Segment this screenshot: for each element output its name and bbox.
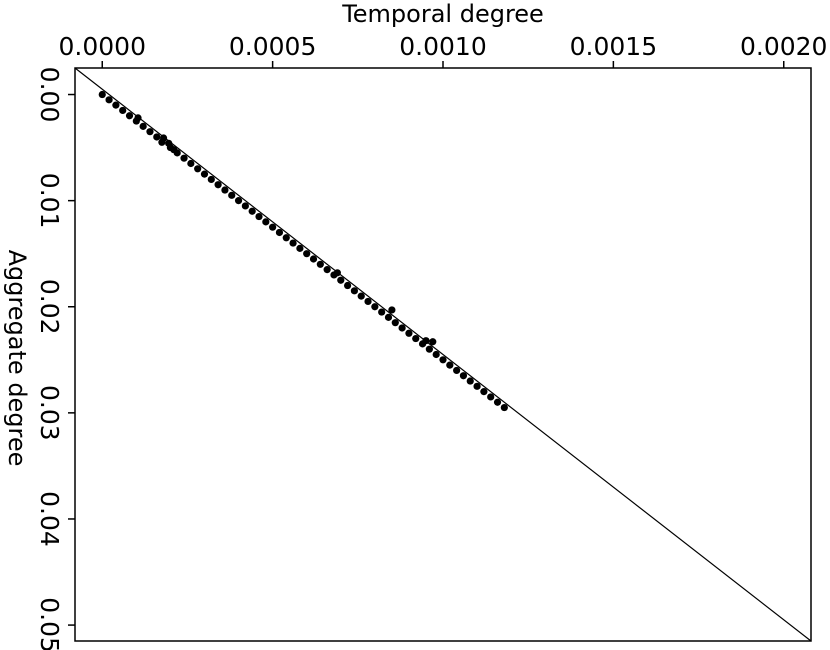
y-axis: 0.00 0.01 0.02 0.03 0.04 0.05 [35, 67, 75, 650]
data-point [378, 308, 386, 316]
x-tick-label: 0.0005 [229, 32, 316, 61]
data-point [323, 266, 331, 274]
data-point [146, 128, 154, 136]
data-point [487, 393, 495, 401]
data-point [221, 186, 229, 194]
data-point [241, 202, 249, 210]
data-point [275, 228, 284, 237]
data-point [309, 255, 318, 263]
data-point [316, 260, 324, 268]
data-point [391, 319, 399, 327]
data-point [194, 165, 202, 173]
data-point [282, 234, 290, 242]
x-tick-label: 0.0000 [59, 32, 146, 61]
data-point [459, 372, 468, 380]
data-point [269, 223, 277, 231]
data-point [139, 122, 147, 130]
data-points [98, 90, 508, 412]
y-tick-label: 0.03 [35, 385, 64, 441]
data-point [473, 382, 481, 390]
data-point [262, 218, 270, 226]
data-point [371, 303, 379, 311]
data-point [412, 334, 420, 343]
identity-reference-line [74, 67, 812, 642]
data-point [134, 114, 142, 122]
data-point [200, 170, 209, 178]
y-tick-label: 0.05 [35, 597, 64, 650]
data-point [234, 197, 243, 205]
data-point [105, 96, 113, 104]
y-tick-label: 0.00 [35, 67, 64, 123]
data-point [207, 175, 215, 184]
data-point [119, 106, 127, 115]
data-point [333, 269, 341, 277]
data-point [214, 181, 222, 189]
data-point [255, 212, 263, 221]
data-point [296, 244, 304, 252]
data-point [364, 297, 372, 306]
data-point [439, 356, 447, 364]
data-point [343, 281, 352, 290]
data-point [357, 292, 365, 300]
data-point [425, 345, 433, 353]
data-point [388, 306, 396, 314]
y-axis-title: Aggregate degree [3, 250, 31, 467]
y-tick-label: 0.04 [35, 491, 64, 547]
data-point [289, 239, 297, 247]
data-point [125, 112, 134, 120]
data-point [453, 366, 461, 375]
y-tick-label: 0.01 [35, 173, 64, 229]
data-point [432, 350, 440, 359]
x-tick-label: 0.0015 [570, 32, 657, 61]
data-point [98, 90, 106, 99]
x-axis-title: Temporal degree [341, 0, 544, 28]
data-point [159, 134, 168, 142]
data-point [187, 159, 195, 168]
data-point [446, 361, 454, 369]
data-point [398, 324, 406, 332]
data-point [405, 329, 413, 337]
data-point [350, 287, 359, 295]
data-point [480, 388, 488, 396]
data-point [180, 154, 188, 162]
data-point [500, 403, 508, 412]
data-point [466, 377, 474, 385]
data-point [303, 250, 311, 258]
data-point [228, 191, 236, 199]
data-point [153, 133, 161, 141]
x-tick-label: 0.0020 [740, 32, 827, 61]
data-point [112, 101, 120, 109]
data-point [173, 149, 181, 157]
data-point [384, 313, 393, 321]
x-axis: 0.0000 0.0005 0.0010 0.0015 0.0020 [59, 32, 827, 68]
data-point [337, 276, 345, 284]
y-tick-label: 0.02 [35, 279, 64, 335]
data-point [429, 338, 437, 346]
x-tick-label: 0.0010 [399, 32, 486, 61]
data-point [422, 337, 430, 345]
data-point [493, 398, 502, 406]
data-point [248, 207, 256, 215]
